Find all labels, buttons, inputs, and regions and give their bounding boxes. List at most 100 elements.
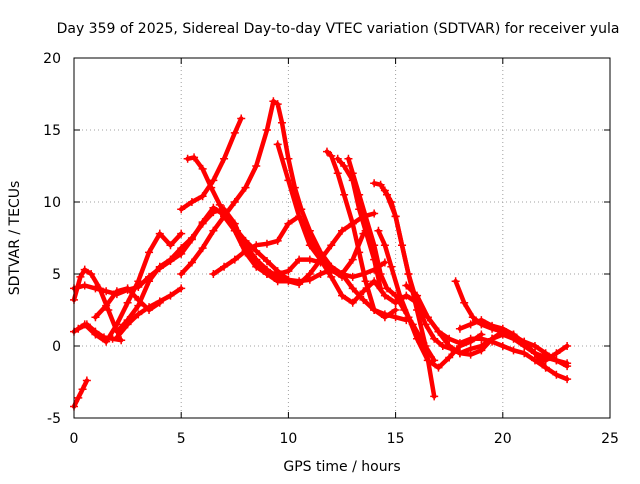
data-point (359, 287, 368, 296)
data-point (477, 334, 486, 343)
data-point (155, 229, 164, 238)
data-point (374, 226, 383, 235)
data-point (348, 284, 357, 293)
data-point (123, 284, 132, 293)
series-group (322, 147, 400, 322)
data-point (391, 212, 400, 221)
data-point (273, 140, 282, 149)
data-point (344, 154, 353, 163)
series-group (402, 281, 550, 372)
data-point (460, 298, 469, 307)
data-point (361, 277, 370, 286)
y-tick-label: 10 (43, 195, 61, 211)
data-point (466, 320, 475, 329)
data-point (477, 342, 486, 350)
data-point (380, 186, 389, 195)
data-point (187, 258, 196, 267)
data-point (391, 313, 400, 322)
data-point (348, 169, 357, 178)
data-point (252, 255, 261, 264)
data-point (348, 272, 357, 281)
data-point (488, 337, 497, 346)
data-point (166, 241, 175, 250)
data-point (209, 270, 218, 278)
data-point (295, 255, 304, 264)
data-point (134, 295, 143, 304)
data-point (80, 281, 89, 290)
data-point (305, 255, 314, 264)
data-point (477, 316, 486, 325)
data-point (220, 154, 229, 163)
data-point (78, 385, 87, 394)
data-point (316, 270, 325, 278)
series-group (273, 140, 400, 307)
data-point (376, 180, 385, 189)
data-point (361, 212, 370, 221)
data-point (91, 284, 100, 293)
data-point (340, 162, 349, 170)
x-tick-label: 10 (279, 431, 297, 447)
data-point (241, 183, 250, 192)
data-point (241, 248, 250, 257)
x-tick-label: 15 (387, 431, 405, 447)
data-point (520, 349, 529, 358)
data-point (370, 306, 379, 314)
data-point (237, 114, 246, 123)
data-point (509, 346, 518, 355)
data-point (445, 353, 454, 362)
data-point (466, 344, 475, 353)
series-group (70, 376, 91, 411)
data-point (252, 241, 261, 250)
data-point (177, 270, 186, 278)
data-point (209, 203, 218, 212)
data-point (338, 226, 346, 235)
data-point (348, 298, 357, 307)
data-point (316, 255, 325, 264)
data-point (262, 239, 271, 248)
data-point (391, 306, 400, 314)
data-point (541, 349, 550, 358)
data-point (262, 257, 271, 266)
data-point (230, 198, 239, 206)
data-point (91, 327, 100, 336)
data-point (322, 147, 331, 156)
data-point (91, 313, 100, 322)
data-point (198, 244, 207, 253)
data-point (455, 324, 464, 333)
data-point (166, 291, 175, 300)
data-point (145, 272, 154, 281)
data-point (123, 320, 132, 329)
series-group (455, 316, 572, 365)
data-point (380, 258, 389, 267)
data-point (563, 362, 572, 371)
data-point (563, 375, 572, 384)
data-point (177, 249, 186, 258)
data-point (220, 212, 229, 221)
axis-ticks: 0 5 10 15 20 25 -5 0 5 10 15 20 (43, 51, 619, 447)
data-point (273, 270, 282, 278)
data-point (207, 183, 216, 192)
data-point (370, 241, 379, 250)
data-point (404, 270, 413, 278)
data-point (327, 151, 336, 160)
data-point (117, 336, 126, 345)
x-tick-label: 0 (70, 431, 79, 447)
series-group (74, 320, 126, 345)
x-tick-label: 25 (601, 431, 619, 447)
data-point (466, 334, 475, 343)
y-axis-label: SDTVAR / TECUs (7, 181, 23, 296)
y-tick-label: 5 (52, 267, 61, 283)
data-point (123, 298, 132, 307)
x-tick-label: 5 (177, 431, 186, 447)
data-point (423, 313, 432, 322)
series-line (178, 116, 244, 212)
data-point (155, 264, 164, 273)
data-point (220, 262, 229, 271)
data-point (355, 248, 364, 257)
data-point (76, 272, 85, 281)
data-point (262, 270, 271, 278)
data-point (552, 349, 561, 358)
series-line (275, 142, 398, 306)
data-point (215, 200, 224, 209)
y-tick-label: 0 (52, 339, 61, 355)
